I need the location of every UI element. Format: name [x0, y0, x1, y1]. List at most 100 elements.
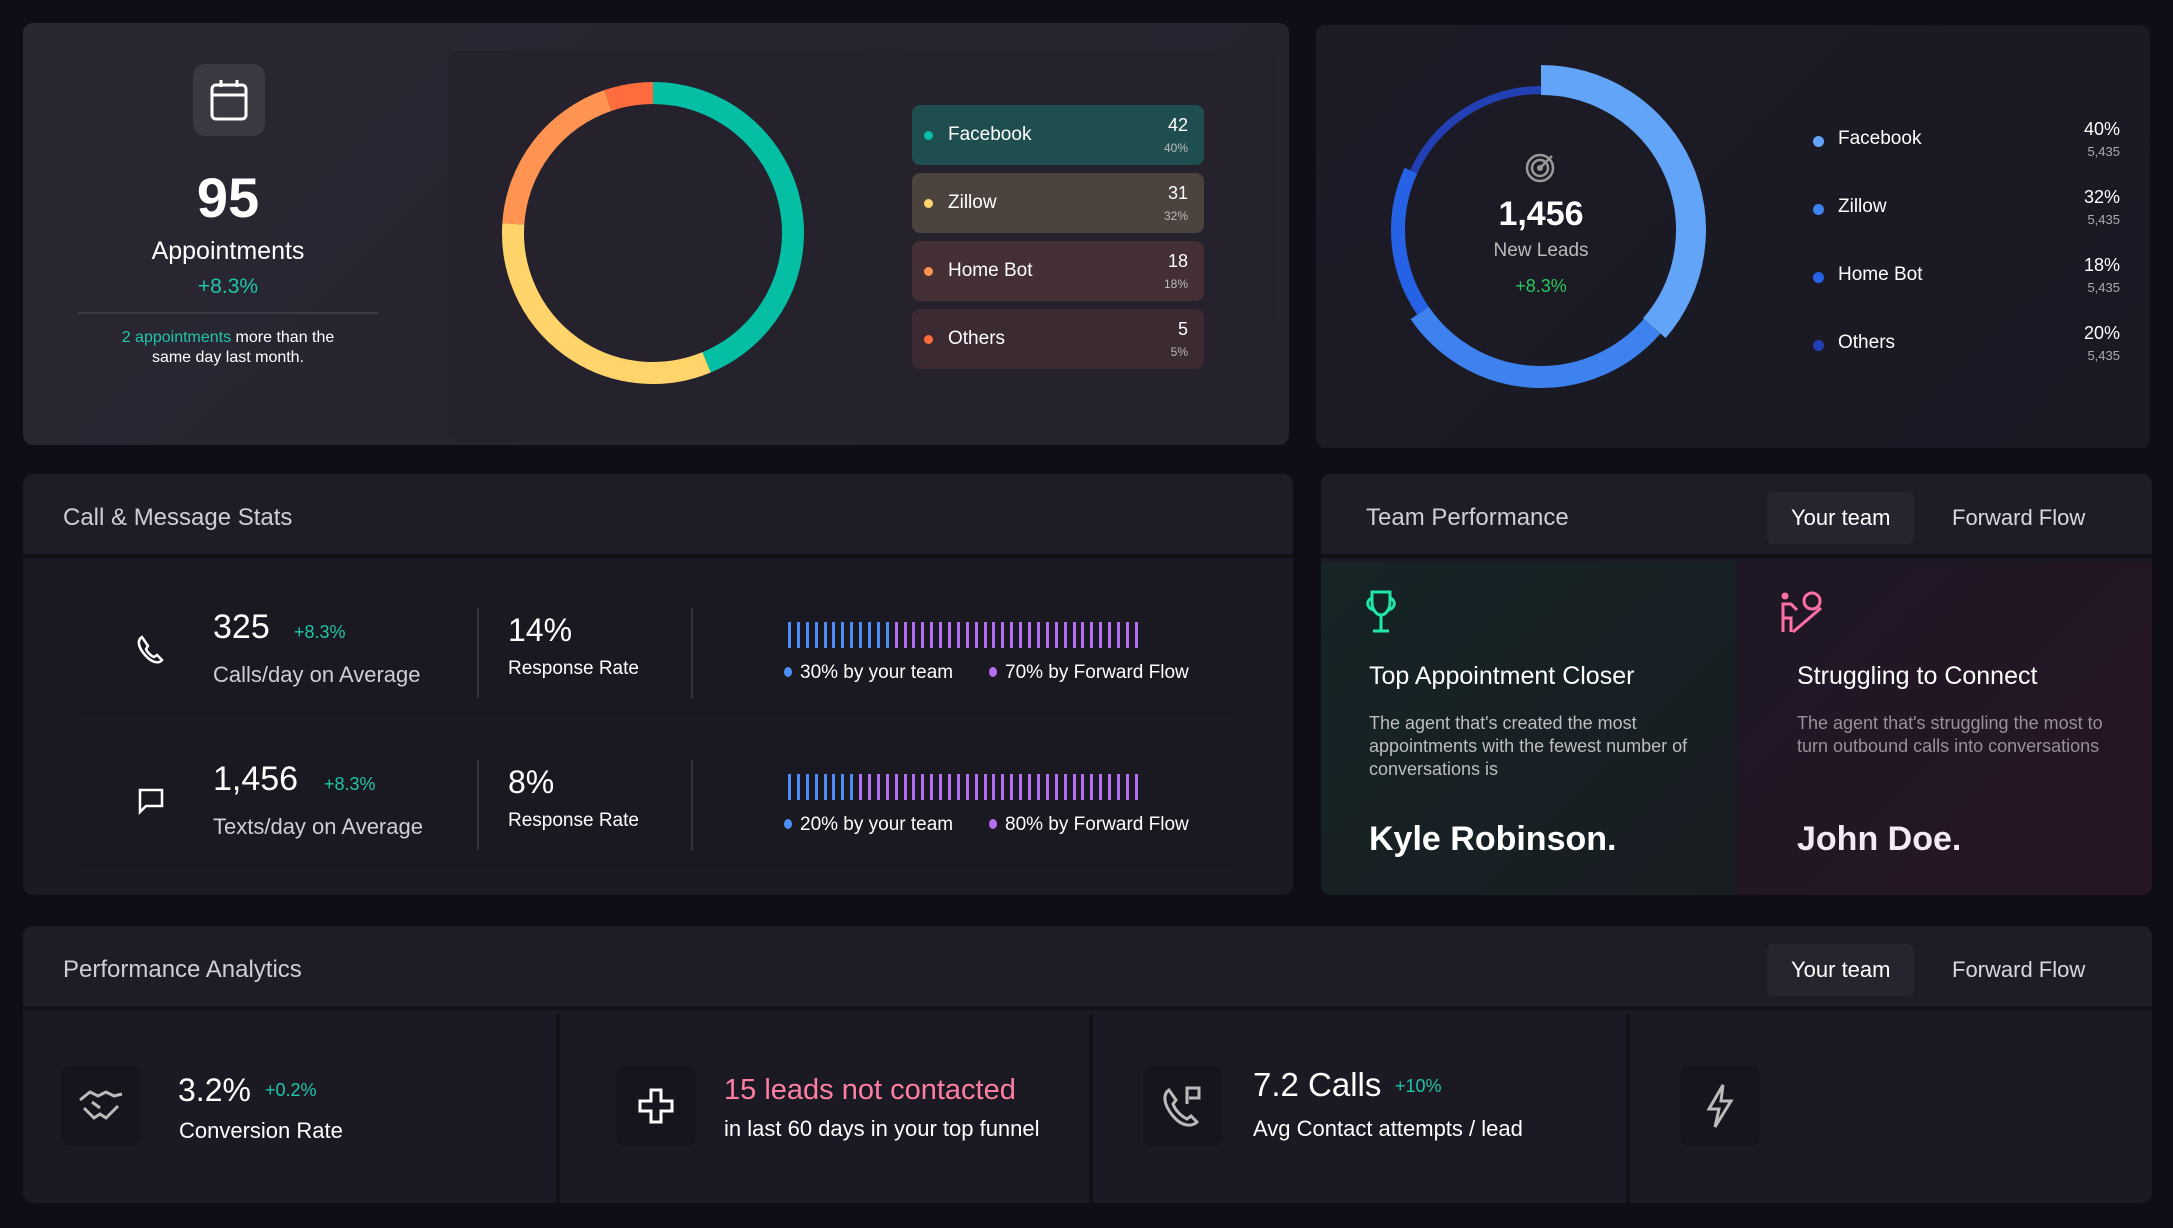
bar-tick: [1134, 774, 1138, 800]
leads-card: 1,456 New Leads +8.3%: [1316, 25, 2150, 448]
lightning-cell: [1630, 1014, 2152, 1203]
legend-name: Home Bot: [1838, 264, 1923, 285]
bar-tick: [814, 774, 818, 800]
donut-segment-others: [1410, 86, 1542, 174]
bar-tick: [850, 774, 854, 800]
bar-tick: [1019, 622, 1023, 648]
stat-change: +8.3%: [324, 774, 376, 794]
bar-tick: [788, 622, 791, 648]
donut-segment-facebook: [652, 82, 804, 373]
bar-tick: [1036, 774, 1040, 800]
contact-attempts-cell: 7.2 Calls +10% Avg Contact attempts / le…: [1093, 1014, 1630, 1203]
bar-tick: [974, 622, 978, 648]
legend-item[interactable]: Facebook 42 40%: [912, 105, 1204, 165]
phone-callback-icon: [1143, 1066, 1223, 1146]
bar-tick: [868, 774, 872, 800]
bar-tick: [876, 774, 880, 800]
response-rate-value: 8%: [508, 764, 555, 800]
bar-tick: [885, 622, 889, 648]
legend-dot: [1813, 340, 1824, 351]
bar-tick: [965, 622, 969, 648]
bar-tick: [805, 622, 809, 648]
agent-name: Kyle Robinson.: [1369, 820, 1617, 858]
lightning-icon: [1680, 1066, 1760, 1146]
appointments-card: 95 Appointments +8.3% 2 appointments mor…: [23, 23, 1289, 445]
legend-team: 20% by your team: [784, 814, 953, 836]
bar-tick: [1019, 774, 1023, 800]
share-bar: [788, 774, 1138, 800]
bar-tick: [912, 622, 916, 648]
donut-segment-others: [604, 82, 654, 111]
share-bar: [788, 622, 1138, 648]
tab-your-team[interactable]: Your team: [1767, 492, 1915, 544]
bar-tick: [948, 774, 952, 800]
bar-tick: [992, 622, 996, 648]
legend-label: 70% by Forward Flow: [1005, 662, 1189, 683]
legend-name: Others: [948, 328, 1006, 349]
donut-segment-facebook: [1540, 65, 1706, 339]
team-performance-card: Team Performance Your team Forward Flow …: [1321, 474, 2152, 895]
bar-tick: [1054, 622, 1058, 648]
response-rate-value: 14%: [508, 612, 573, 648]
bar-tick: [1010, 774, 1014, 800]
legend-item[interactable]: Others 5 5%: [912, 309, 1204, 369]
legend-count: 42: [1167, 115, 1188, 135]
legend-dot: [1813, 204, 1824, 215]
legend-dot: [924, 199, 933, 208]
bar-tick: [956, 622, 960, 648]
bar-tick: [1108, 622, 1112, 648]
tab-forward-flow[interactable]: Forward Flow: [1952, 505, 2086, 530]
bar-tick: [1045, 622, 1049, 648]
metric-value: 3.2%: [178, 1072, 251, 1108]
divider: [477, 760, 479, 850]
legend-name: Others: [1838, 332, 1896, 353]
bar-tick: [921, 774, 925, 800]
tab-forward-flow[interactable]: Forward Flow: [1952, 957, 2086, 982]
leads-value: 1,456: [1498, 195, 1584, 233]
stat-change: +8.3%: [294, 622, 346, 642]
divider: [691, 608, 693, 698]
legend-item[interactable]: Home Bot 18 18%: [912, 241, 1204, 301]
stat-label: Texts/day on Average: [213, 814, 423, 839]
struggling-panel: Struggling to Connect The agent that's s…: [1737, 562, 2152, 895]
message-icon: [136, 786, 166, 821]
bar-tick: [823, 774, 827, 800]
legend-label: 20% by your team: [800, 814, 954, 835]
note-text: more than the same day last month.: [151, 329, 335, 366]
bar-tick: [1116, 622, 1120, 648]
legend-count: 5,435: [2087, 348, 2120, 363]
leads-label: New Leads: [1493, 240, 1589, 261]
legend-dot: [1813, 136, 1824, 147]
legend-team: 30% by your team: [784, 662, 953, 684]
legend-name: Home Bot: [948, 260, 1033, 281]
response-rate-label: Response Rate: [508, 658, 639, 679]
divider: [477, 608, 479, 698]
bar-tick: [859, 774, 863, 800]
bar-tick: [1072, 774, 1076, 800]
metric-change: +10%: [1395, 1076, 1442, 1096]
legend-item[interactable]: Zillow 31 32%: [912, 173, 1204, 233]
bar-tick: [903, 622, 907, 648]
bar-tick: [921, 622, 925, 648]
stat-value: 325: [213, 608, 270, 646]
donut-segment-zillow: [502, 223, 711, 384]
handshake-icon: [61, 1066, 141, 1146]
legend-pct: 18%: [2083, 255, 2120, 275]
struggling-person-icon: [1779, 590, 1823, 639]
leads-donut: [1391, 65, 1706, 388]
response-rate-label: Response Rate: [508, 810, 639, 831]
divider: [691, 760, 693, 850]
bar-tick: [1099, 774, 1103, 800]
bar-tick: [1045, 774, 1049, 800]
plus-icon: [616, 1066, 696, 1146]
legend-count: 5,435: [2087, 280, 2120, 295]
legend-label: 80% by Forward Flow: [1005, 814, 1189, 835]
legend-dot: [924, 267, 933, 276]
legend-values: 20% 5,435: [2030, 323, 2120, 363]
tab-your-team[interactable]: Your team: [1767, 944, 1915, 996]
legend-pct: 32%: [1163, 209, 1188, 223]
bar-tick: [1081, 622, 1085, 648]
appointments-donut: [502, 82, 804, 384]
legend-dot: [924, 131, 933, 140]
bar-tick: [1054, 774, 1058, 800]
